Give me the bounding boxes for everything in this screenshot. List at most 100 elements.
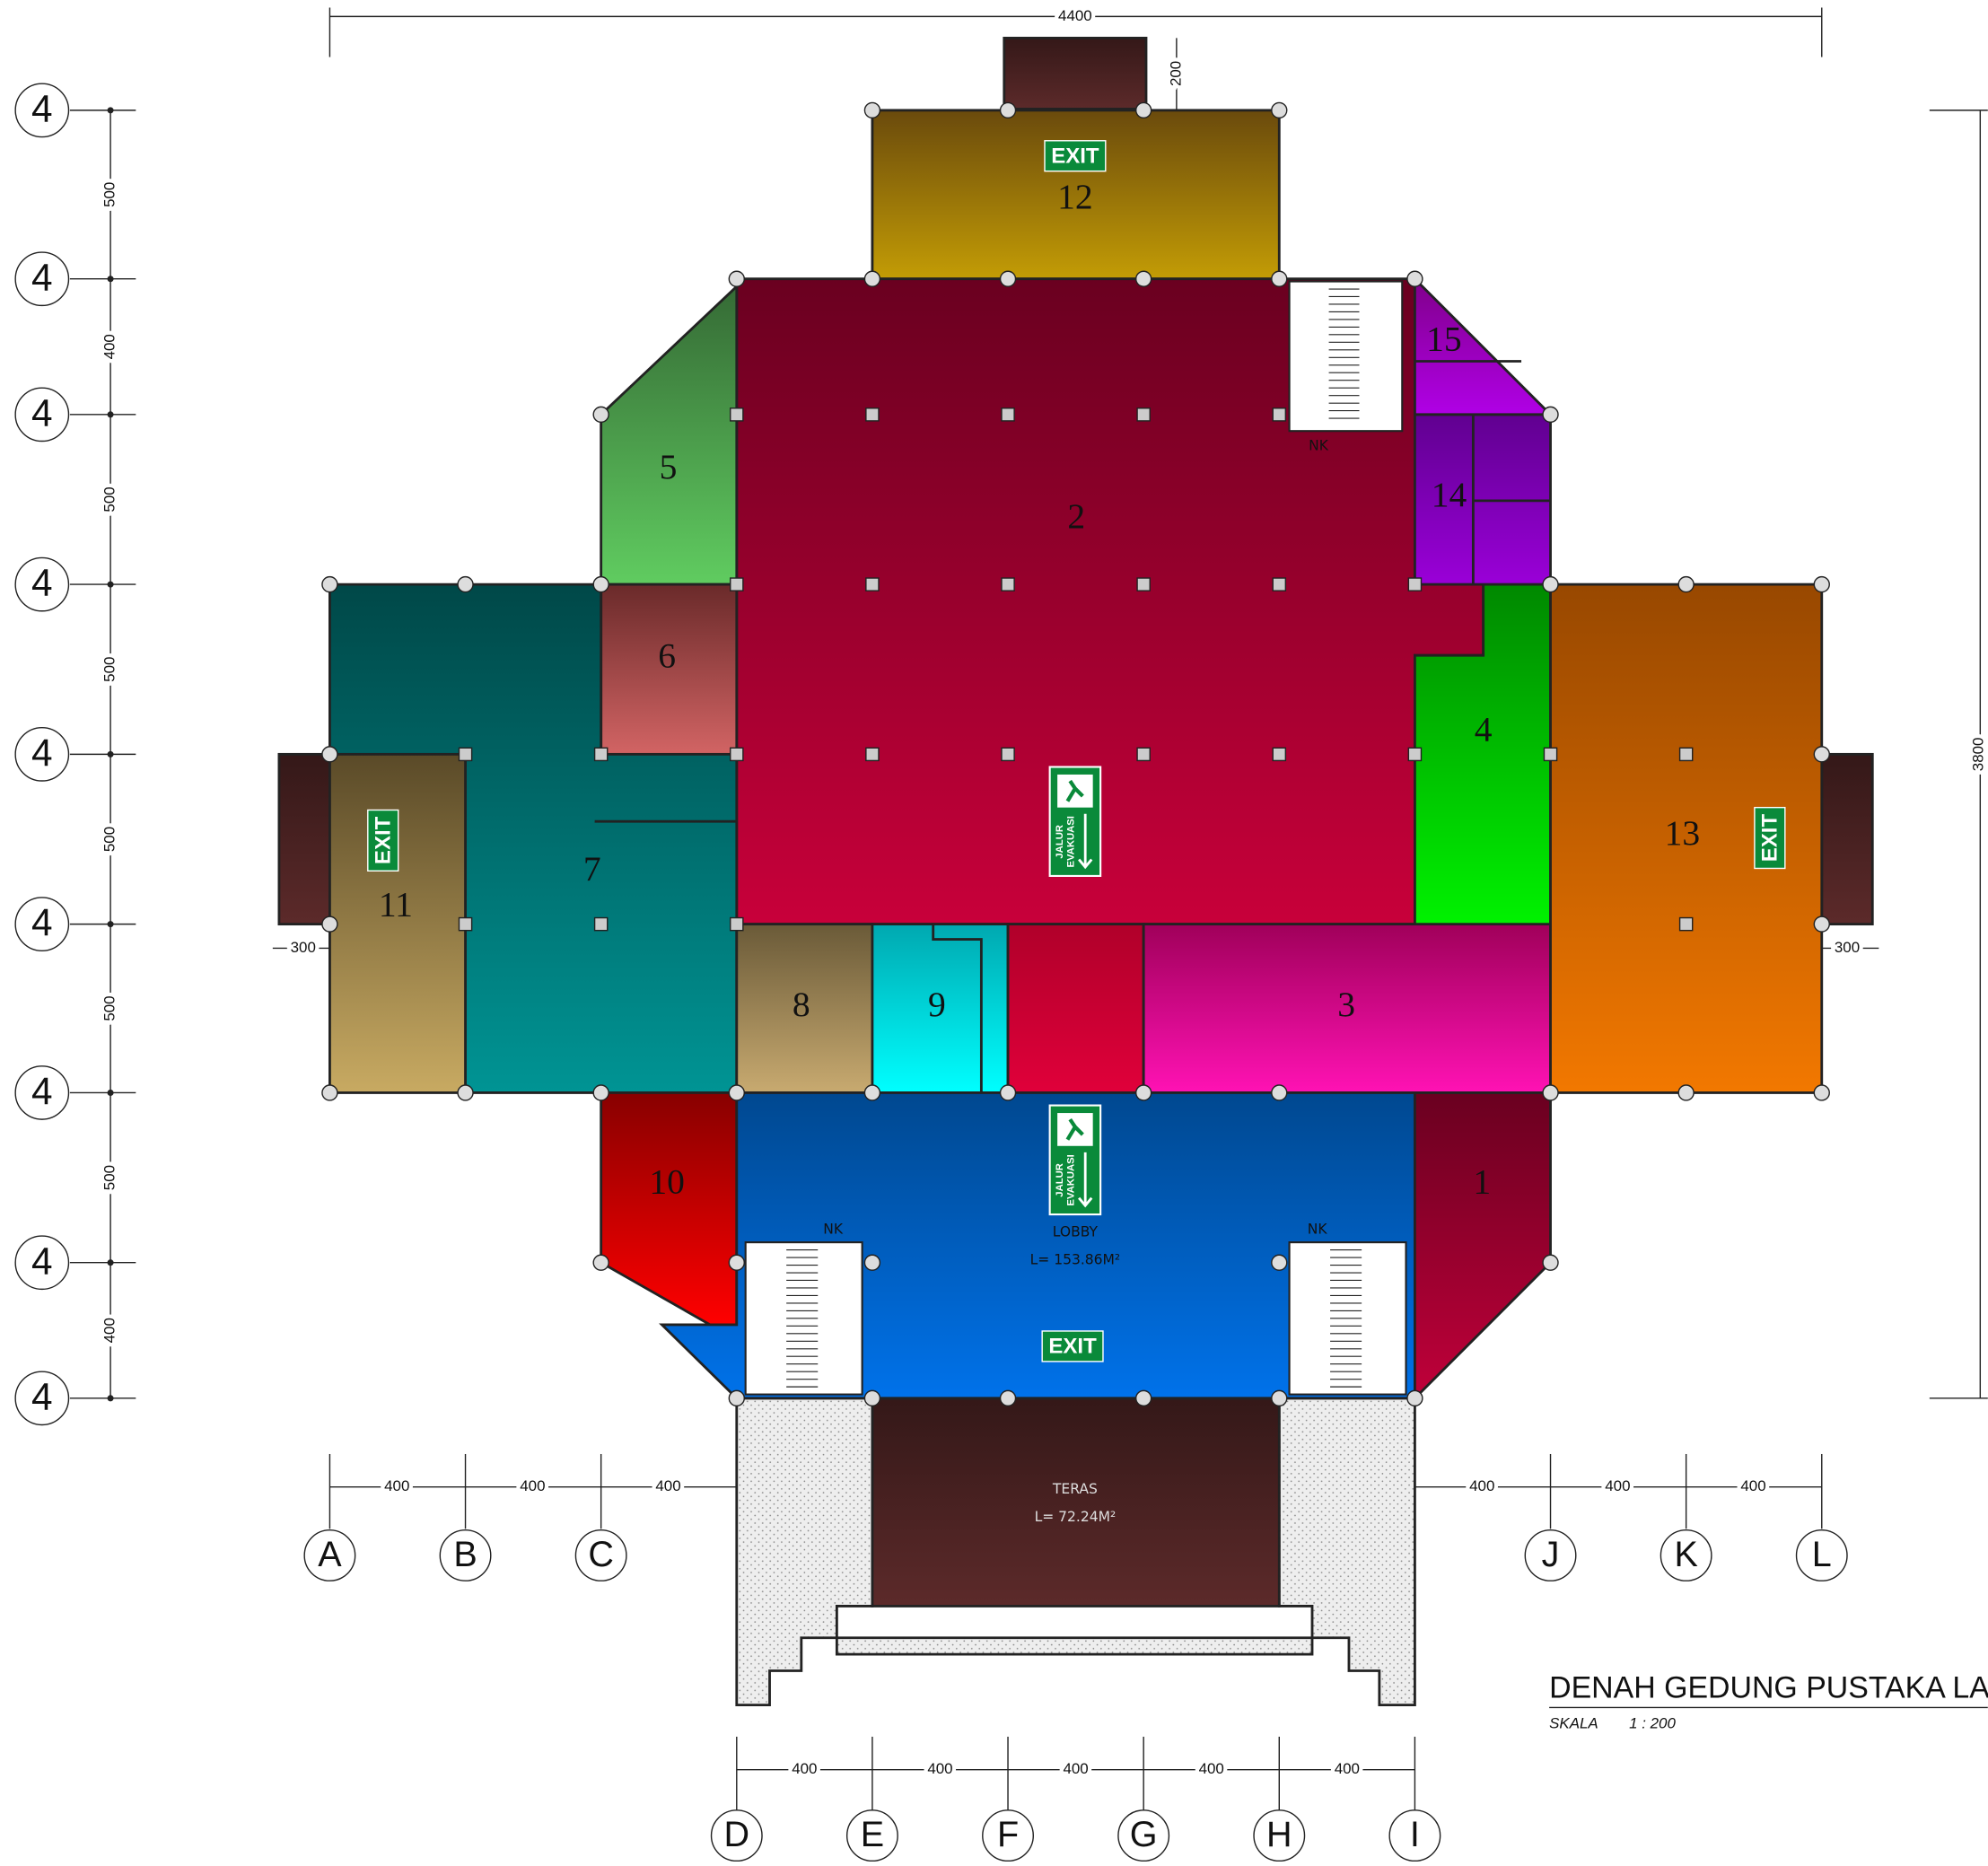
column — [730, 407, 744, 422]
axis-bubble — [14, 387, 70, 442]
room-number: 15 — [1426, 319, 1462, 358]
room-number: 1 — [1473, 1162, 1491, 1202]
column — [999, 1389, 1017, 1407]
column — [592, 1254, 609, 1271]
axis-bubble — [710, 1809, 763, 1862]
column — [321, 575, 338, 593]
dimension-label: 500 — [101, 1165, 118, 1190]
row-axis-label: 4 — [31, 1070, 53, 1112]
columns — [321, 101, 1830, 1407]
column — [730, 916, 744, 932]
column — [457, 1084, 474, 1101]
evacuation-sign: JALUR EVAKUASI — [1048, 1104, 1102, 1216]
exit-sign: EXIT — [1754, 806, 1786, 870]
axis-bubble — [14, 1235, 70, 1291]
room-number: 8 — [793, 985, 810, 1024]
column — [1271, 101, 1288, 119]
axis-bubble — [1660, 1529, 1712, 1581]
exit-sign-text: EXIT — [371, 816, 395, 864]
scale-value: 1 : 200 — [1629, 1714, 1676, 1731]
column — [863, 1254, 881, 1271]
column — [1134, 1389, 1152, 1407]
dimension-tick — [107, 581, 114, 588]
column — [1271, 270, 1288, 287]
room-number: 11 — [379, 884, 413, 924]
axis-bubble — [1253, 1809, 1306, 1862]
stair-note: NK — [823, 1221, 844, 1237]
dimension-label: 300 — [1835, 939, 1860, 956]
column — [863, 1389, 881, 1407]
exit-sign-box — [1041, 1330, 1104, 1362]
room-12 — [871, 109, 1281, 281]
row-axis-label: 4 — [31, 87, 53, 129]
terrace-floor — [871, 1397, 1281, 1608]
exit-sign-box — [367, 809, 399, 872]
column — [1134, 1084, 1152, 1101]
axis-bubble — [14, 726, 70, 782]
dimension-label: 3800 — [1969, 738, 1986, 772]
dimension-label: 500 — [101, 827, 118, 852]
column — [1678, 747, 1694, 762]
column — [865, 577, 880, 591]
column — [321, 746, 338, 763]
evacuation-text: JALUR — [1055, 825, 1065, 859]
room-15 — [1413, 276, 1554, 416]
lobby-area: L= 153.86M² — [1030, 1251, 1120, 1267]
column — [1272, 577, 1287, 591]
column-axis-label: A — [318, 1535, 342, 1574]
column — [1272, 747, 1287, 762]
column — [1134, 270, 1152, 287]
column — [1677, 575, 1695, 593]
dimension-label: 400 — [1740, 1477, 1765, 1494]
column — [999, 270, 1017, 287]
column-axis-label: C — [588, 1535, 614, 1574]
room-number: 14 — [1432, 475, 1467, 514]
exit-sign: EXIT — [1044, 140, 1107, 172]
column — [1001, 747, 1015, 762]
axis-bubble — [14, 1371, 70, 1426]
row-axis-label: 4 — [31, 1240, 53, 1282]
evacuation-text: JALUR — [1055, 1163, 1065, 1197]
dimension-label: 300 — [291, 939, 316, 956]
column — [1001, 407, 1015, 422]
column — [458, 916, 473, 932]
column — [1542, 1084, 1559, 1101]
column — [1677, 1084, 1695, 1101]
dimension-label: 500 — [101, 486, 118, 512]
dimension-tick — [107, 276, 114, 283]
column — [1136, 407, 1151, 422]
room-9 — [871, 923, 1010, 1094]
axis-bubble — [14, 251, 70, 307]
column — [863, 1084, 881, 1101]
west-porch — [277, 752, 331, 926]
room-number: 10 — [649, 1162, 685, 1202]
evacuation-arrow — [1078, 1152, 1093, 1208]
column — [1136, 747, 1151, 762]
room-3 — [1142, 923, 1552, 1094]
exit-sign-text: EXIT — [1051, 144, 1099, 168]
column — [1813, 915, 1830, 933]
column — [863, 270, 881, 287]
dimension-label: 400 — [520, 1477, 545, 1494]
column — [1813, 1084, 1830, 1101]
corridor — [1006, 923, 1145, 1094]
column — [728, 1084, 745, 1101]
dimension-label: 400 — [1469, 1477, 1494, 1494]
evacuation-text: EVAKUASI — [1066, 816, 1077, 867]
dimension-label: 400 — [384, 1477, 409, 1494]
dimension-label: 400 — [1605, 1477, 1630, 1494]
axis-bubble — [14, 897, 70, 951]
column — [865, 747, 880, 762]
axis-bubble — [303, 1529, 356, 1581]
dimension-label: 400 — [927, 1760, 952, 1777]
dimension-label: 500 — [101, 182, 118, 207]
stair — [1288, 280, 1404, 433]
column — [1406, 1389, 1423, 1407]
row-axis-label: 4 — [31, 256, 53, 298]
exit-sign-text: EXIT — [1048, 1335, 1097, 1359]
evacuation-arrow — [1078, 813, 1093, 870]
column — [593, 916, 609, 932]
column — [1407, 747, 1423, 762]
